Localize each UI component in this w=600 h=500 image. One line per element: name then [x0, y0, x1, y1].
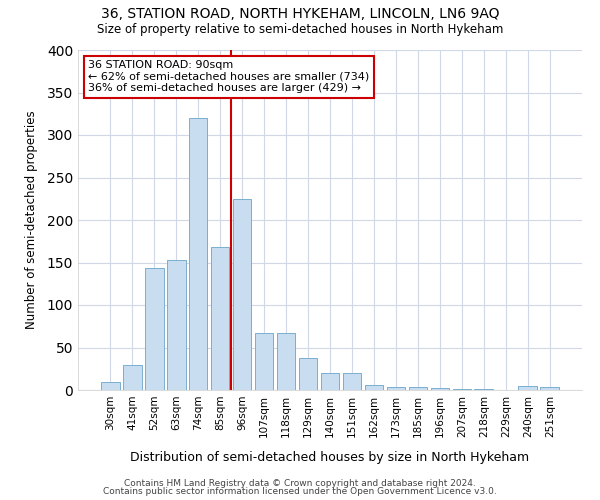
Bar [167, 260, 185, 390]
Bar [475, 389, 493, 390]
X-axis label: Distribution of semi-detached houses by size in North Hykeham: Distribution of semi-detached houses by … [130, 451, 530, 464]
Y-axis label: Number of semi-detached properties: Number of semi-detached properties [25, 110, 38, 330]
Bar [255, 333, 274, 390]
Bar [320, 373, 340, 390]
Bar [452, 389, 471, 390]
Bar [365, 385, 383, 390]
Bar [386, 388, 405, 390]
Bar [409, 388, 427, 390]
Text: 36 STATION ROAD: 90sqm
← 62% of semi-detached houses are smaller (734)
36% of se: 36 STATION ROAD: 90sqm ← 62% of semi-det… [88, 60, 370, 94]
Text: Contains HM Land Registry data © Crown copyright and database right 2024.: Contains HM Land Registry data © Crown c… [124, 478, 476, 488]
Text: Contains public sector information licensed under the Open Government Licence v3: Contains public sector information licen… [103, 487, 497, 496]
Bar [101, 382, 119, 390]
Bar [518, 386, 537, 390]
Bar [211, 247, 229, 390]
Bar [189, 118, 208, 390]
Bar [123, 364, 142, 390]
Bar [145, 268, 164, 390]
Bar [541, 388, 559, 390]
Bar [343, 373, 361, 390]
Text: Size of property relative to semi-detached houses in North Hykeham: Size of property relative to semi-detach… [97, 22, 503, 36]
Bar [299, 358, 317, 390]
Text: 36, STATION ROAD, NORTH HYKEHAM, LINCOLN, LN6 9AQ: 36, STATION ROAD, NORTH HYKEHAM, LINCOLN… [101, 8, 499, 22]
Bar [233, 198, 251, 390]
Bar [431, 388, 449, 390]
Bar [277, 333, 295, 390]
